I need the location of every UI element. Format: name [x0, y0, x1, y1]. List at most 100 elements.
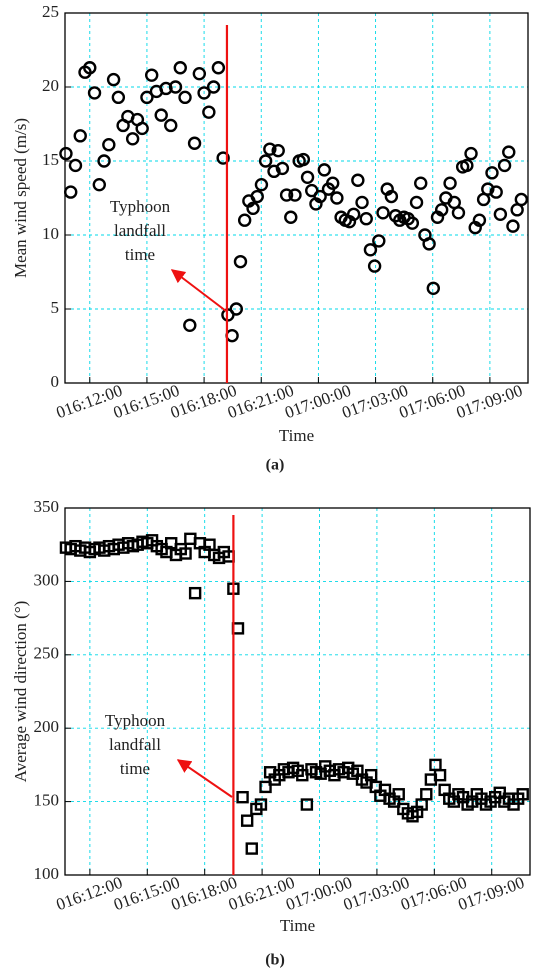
data-point [376, 206, 390, 220]
data-point [364, 768, 378, 782]
data-point [83, 61, 97, 75]
data-point [246, 201, 260, 216]
data-point [351, 173, 365, 187]
data-point [254, 177, 269, 192]
data-point [279, 188, 294, 202]
data-point [259, 780, 272, 794]
data-point [409, 195, 424, 210]
data-point [188, 586, 202, 600]
data-point [429, 758, 442, 772]
data-point [451, 206, 466, 220]
data-point [263, 142, 277, 156]
data-point [64, 185, 78, 199]
data-point [422, 237, 436, 251]
data-point [367, 259, 382, 273]
x-axis-label: Time [279, 426, 314, 445]
data-point [493, 207, 508, 221]
data-point [420, 788, 433, 801]
plot-frame [64, 507, 531, 876]
data-point [296, 152, 311, 167]
y-tick-label: 0 [51, 372, 60, 391]
data-point [140, 90, 154, 105]
data-point [237, 213, 252, 227]
annotation-text: Typhoon [110, 197, 171, 216]
y-axis-label: Mean wind speed (m/s) [11, 118, 30, 278]
data-point [300, 170, 315, 184]
caption: (b) [265, 952, 285, 969]
data-point [254, 798, 268, 811]
caption: (a) [266, 457, 285, 474]
y-axis-label: Average wind direction (°) [11, 601, 30, 783]
data-point [197, 86, 211, 100]
data-point [168, 80, 183, 94]
data-point [187, 136, 202, 150]
data-point [506, 219, 520, 233]
data-point [192, 66, 207, 81]
data-point [516, 788, 529, 801]
data-point [485, 166, 499, 180]
data-point [73, 129, 87, 143]
y-tick-label: 20 [42, 76, 59, 95]
data-point [284, 210, 298, 224]
data-point [497, 158, 512, 173]
data-point [236, 790, 249, 804]
plot-frame [64, 12, 529, 384]
y-tick-label: 350 [34, 497, 60, 516]
data-point [313, 189, 327, 204]
data-point [414, 176, 428, 190]
data-point [434, 203, 449, 217]
data-point [183, 318, 197, 332]
data-point [300, 798, 314, 811]
annotation-text: Typhoon [105, 711, 166, 730]
data-point [154, 108, 168, 122]
data-point [317, 163, 332, 177]
data-point [211, 61, 226, 75]
data-point [202, 105, 216, 119]
y-tick-label: 300 [34, 570, 60, 589]
data-point [164, 118, 178, 133]
data-point [460, 158, 474, 173]
data-point [144, 68, 159, 82]
y-tick-label: 150 [34, 791, 60, 810]
data-point [355, 195, 369, 210]
data-point [125, 132, 140, 146]
data-point [250, 189, 264, 204]
data-point [240, 814, 254, 827]
y-tick-label: 250 [34, 644, 60, 663]
annotation-arrow [170, 269, 227, 312]
data-point [159, 81, 173, 96]
data-point [106, 72, 121, 87]
x-tick-label: 017:09:00 [456, 873, 527, 914]
data-point [489, 185, 503, 199]
data-point [275, 161, 290, 176]
data-point [87, 86, 102, 100]
annotation-text: landfall [109, 735, 161, 754]
x-axis-label: Time [280, 916, 315, 935]
data-point [135, 121, 149, 136]
data-point [514, 192, 529, 207]
data-point [346, 207, 361, 221]
annotation-text: landfall [114, 221, 166, 240]
data-point [216, 151, 230, 165]
data-point [433, 768, 447, 782]
data-point [372, 234, 386, 248]
data-point [363, 243, 378, 257]
data-point [225, 328, 239, 343]
data-point [288, 188, 302, 202]
data-point [330, 191, 344, 205]
y-tick-label: 25 [42, 2, 59, 21]
data-point [59, 146, 73, 161]
data-point [392, 788, 405, 801]
data-point [271, 143, 285, 158]
data-point [405, 216, 420, 230]
data-point [245, 842, 258, 855]
data-point [502, 145, 516, 159]
data-point [173, 61, 187, 75]
data-point [384, 189, 399, 204]
data-point [206, 80, 221, 94]
annotation-text: time [125, 245, 155, 264]
data-point [178, 90, 192, 105]
data-point [326, 176, 340, 190]
annotation-arrow [176, 759, 233, 798]
data-point [179, 547, 192, 560]
